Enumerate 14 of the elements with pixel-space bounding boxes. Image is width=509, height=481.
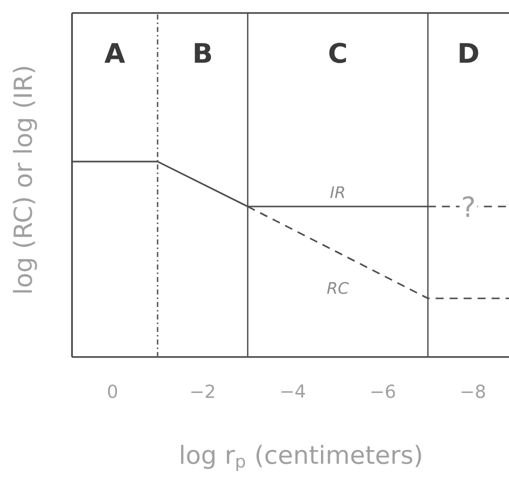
x-tick-label: −6: [372, 384, 395, 398]
x-tick-label: 0: [108, 384, 118, 398]
text: D: [460, 43, 478, 63]
x-axis-title: log r$_{p}$ (centimeters): [181, 444, 422, 472]
annotation: ?: [463, 196, 474, 217]
text: A: [104, 43, 126, 63]
x-tick-label: −2: [191, 384, 214, 398]
text: B: [194, 43, 211, 63]
x-tick-label: −4: [281, 384, 305, 398]
series-label: RC: [327, 282, 349, 294]
y-axis-title: log (RC) or log (IR): [12, 66, 38, 293]
text: C: [329, 42, 346, 64]
x-tick-label: −8: [462, 384, 485, 398]
series-label: IR: [330, 186, 344, 198]
